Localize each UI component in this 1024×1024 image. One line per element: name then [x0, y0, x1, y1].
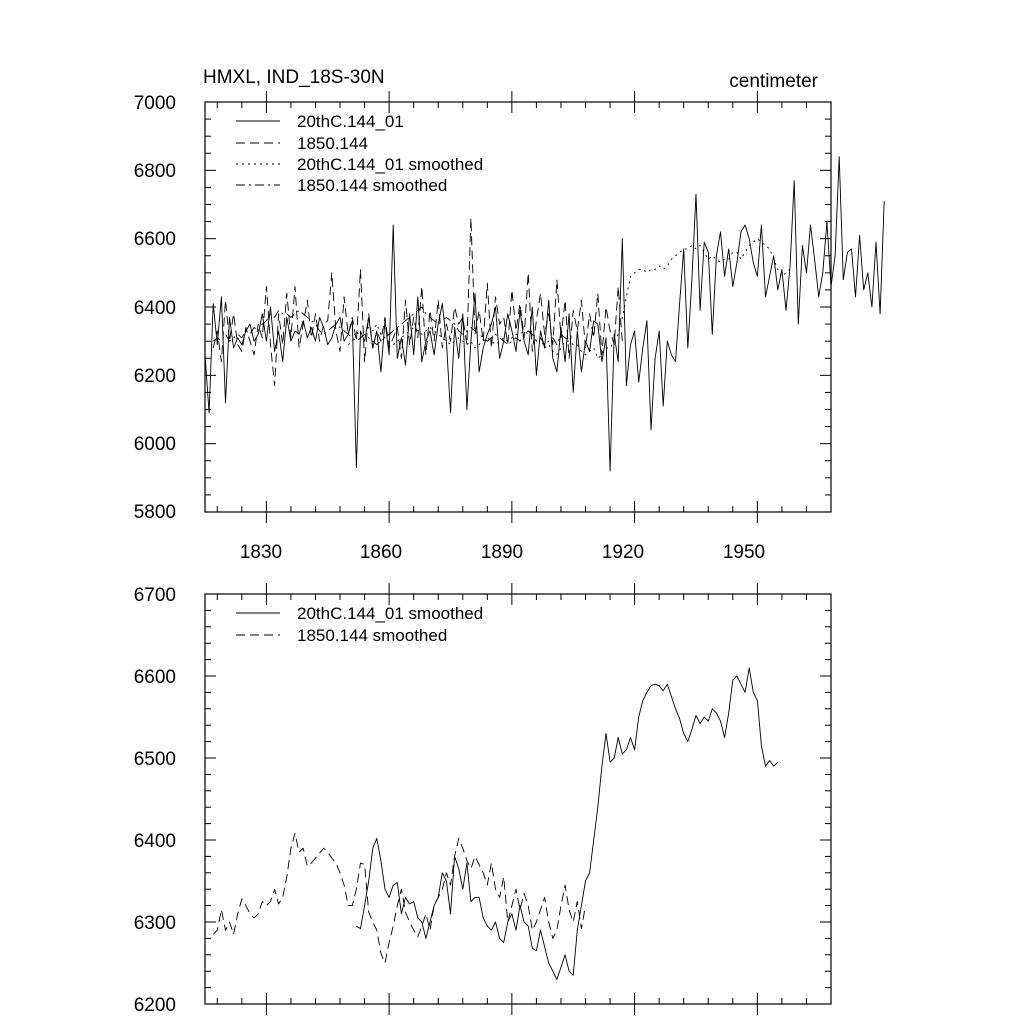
bottom-y-tick-label: 6200 — [134, 995, 176, 1016]
top-x-tick-label: 1860 — [360, 542, 402, 563]
bottom-y-tick-label: 6700 — [134, 585, 176, 606]
top-x-tick-label: 1890 — [481, 542, 523, 563]
legend-label: 20thC.144_01 smoothed — [297, 155, 483, 174]
top-y-tick-label: 6200 — [134, 366, 176, 387]
bottom-y-tick-label: 6300 — [134, 913, 176, 934]
legend-label: 1850.144 smoothed — [297, 176, 447, 195]
top-y-tick-label: 6400 — [134, 298, 176, 319]
top-series-line-solid — [204, 156, 885, 472]
top-y-tick-label: 6000 — [134, 434, 176, 455]
legend-label: 1850.144 smoothed — [297, 626, 447, 645]
bottom-series-line-dashed — [212, 832, 586, 964]
top-panel: HMXL, IND_18S-30N centimeter 7000 6800 6… — [134, 67, 885, 563]
bottom-y-tick-label: 6500 — [134, 749, 176, 770]
bottom-panel: 6700 6600 6500 6400 6300 6200 20thC.144_… — [134, 583, 832, 1016]
top-series-line-dashdot — [212, 306, 570, 346]
top-y-tick-label: 6600 — [134, 229, 176, 250]
bottom-panel-series — [212, 667, 779, 980]
top-panel-series — [204, 156, 885, 472]
top-panel-frame — [204, 101, 832, 513]
bottom-series-line-solid — [356, 667, 779, 980]
bottom-y-tick-label: 6600 — [134, 667, 176, 688]
bottom-legend: 20thC.144_01 smoothed 1850.144 smoothed — [236, 604, 483, 645]
top-panel-title: HMXL, IND_18S-30N — [203, 67, 385, 88]
bottom-panel-ticks — [205, 583, 832, 1015]
top-legend: 20thC.144_01 1850.144 20thC.144_01 smoot… — [236, 112, 483, 195]
legend-label: 20thC.144_01 smoothed — [297, 604, 483, 623]
top-panel-units: centimeter — [729, 71, 818, 92]
top-x-tick-label: 1920 — [602, 542, 644, 563]
legend-label: 20thC.144_01 — [297, 112, 404, 131]
top-series-line-dashed — [212, 217, 623, 387]
bottom-y-tick-label: 6400 — [134, 831, 176, 852]
top-y-tick-label: 6800 — [134, 161, 176, 182]
bottom-panel-frame — [204, 593, 832, 1005]
top-y-tick-label: 7000 — [134, 93, 176, 114]
top-x-tick-label: 1950 — [723, 542, 765, 563]
legend-label: 1850.144 — [297, 134, 368, 153]
top-x-tick-label: 1830 — [240, 542, 282, 563]
top-series-line-dotted — [347, 238, 791, 359]
top-y-tick-label: 5800 — [134, 502, 176, 523]
